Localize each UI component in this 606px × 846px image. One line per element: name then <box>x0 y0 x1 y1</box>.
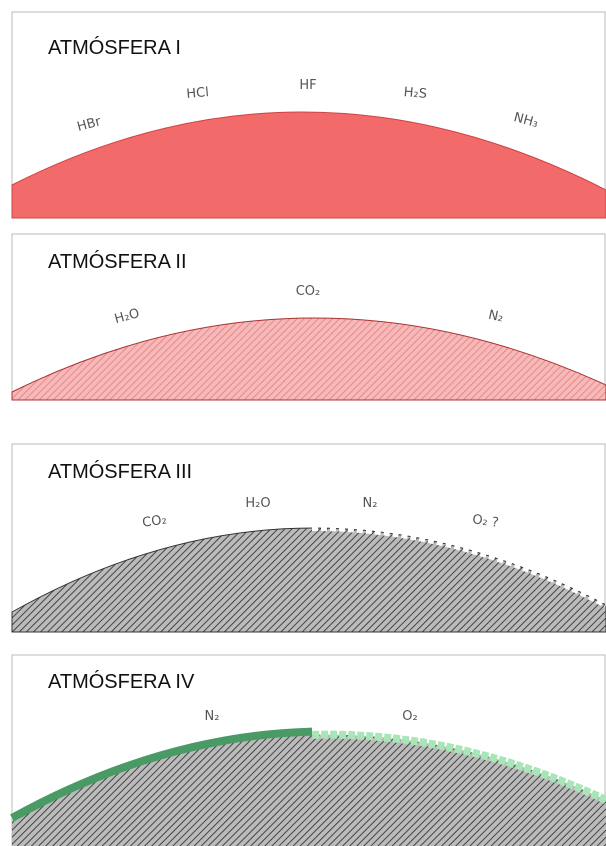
gas-label: N₂ <box>363 496 378 511</box>
gas-label: O₂ <box>402 709 417 724</box>
diagram: ATMÓSFERA I ATMÓSFERA II ATMÓSFERA III A… <box>0 0 606 846</box>
gas-label: HCl <box>186 85 210 102</box>
gas-label: HF <box>299 78 316 93</box>
gas-label: N₂ <box>205 709 220 724</box>
gas-label: CO₂ <box>296 284 321 299</box>
gas-label: H₂S <box>403 85 427 102</box>
gas-label: N₂ <box>487 308 505 326</box>
panel-title: ATMÓSFERA I <box>48 36 181 59</box>
panel-title: ATMÓSFERA II <box>48 250 187 273</box>
panel-title: ATMÓSFERA III <box>48 460 192 483</box>
panel-title: ATMÓSFERA IV <box>48 670 195 693</box>
gas-label: H₂O <box>245 496 270 511</box>
